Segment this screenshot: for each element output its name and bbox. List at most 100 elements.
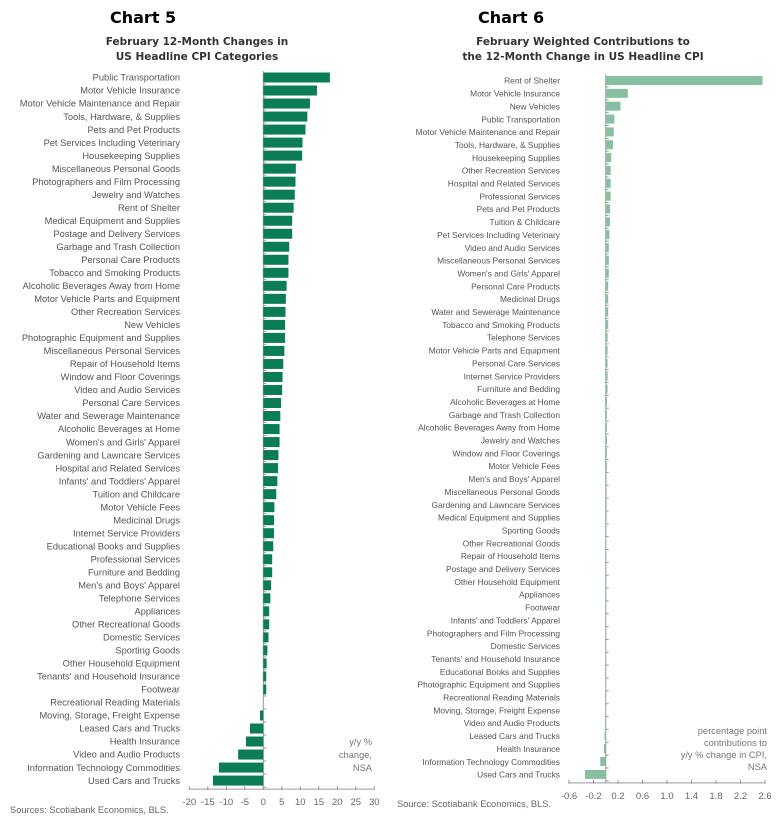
category-label: Alcoholic Beverages Away from Home	[418, 423, 560, 433]
x-tick-label: 2.2	[734, 791, 747, 802]
category-label: Tenants' and Household Insurance	[431, 654, 560, 664]
category-label: Used Cars and Trucks	[88, 776, 180, 786]
category-label: Hospital and Related Services	[55, 463, 180, 473]
category-label: Women's and Girls' Apparel	[66, 437, 180, 447]
bar	[263, 580, 272, 591]
x-tick-label: -10	[219, 797, 233, 808]
bar	[605, 358, 608, 368]
category-label: Furniture and Bedding	[477, 384, 560, 394]
category-label: Infants' and Toddlers' Apparel	[59, 476, 180, 486]
chart-5-title-line-2: US Headline CPI Categories	[116, 51, 278, 63]
x-tick-label: -0.6	[561, 791, 577, 802]
category-label: Professional Services	[91, 554, 181, 564]
bar	[263, 306, 286, 317]
bar	[263, 619, 270, 630]
chart-5-annotation-line-1: y/y %	[349, 737, 372, 747]
bar	[263, 254, 289, 265]
bar	[605, 178, 611, 188]
bar	[263, 398, 282, 408]
category-label: Other Recreation Services	[71, 307, 180, 317]
bar	[263, 371, 283, 382]
category-label: Personal Care Products	[81, 255, 180, 265]
bar	[263, 98, 310, 109]
category-label: Pets and Pet Products	[87, 125, 180, 135]
bar	[263, 437, 280, 448]
x-tick-label: 2.6	[758, 791, 771, 802]
category-label: Miscellaneous Personal Services	[437, 256, 560, 266]
category-label: Repair of Household Items	[461, 551, 560, 561]
bar	[259, 710, 264, 721]
bar	[605, 410, 607, 420]
bar	[212, 775, 264, 786]
x-tick-label: 1.8	[709, 791, 722, 802]
category-label: Alcoholic Beverages Away from Home	[23, 281, 180, 291]
bar	[605, 345, 608, 355]
category-label: Photographic Equipment and Supplies	[22, 333, 181, 343]
category-label: Pet Services Including Veterinary	[44, 138, 181, 148]
category-label: Motor Vehicle Parts and Equipment	[429, 346, 561, 356]
bar	[263, 632, 269, 643]
bar	[263, 150, 303, 161]
category-label: Personal Care Services	[472, 358, 560, 368]
bar	[263, 72, 330, 83]
category-label: Footwear	[141, 685, 180, 695]
bar	[263, 476, 278, 487]
category-label: Other Recreation Services	[462, 166, 560, 176]
bar	[263, 137, 303, 148]
category-label: New Vehicles	[124, 320, 180, 330]
bar	[605, 384, 608, 394]
category-label: Personal Care Products	[471, 281, 560, 291]
category-label: Moving, Storage, Freight Expense	[39, 711, 180, 721]
category-label: Internet Service Providers	[464, 371, 560, 381]
chart-6-annotation-line-3: y/y % change in CPI,	[681, 750, 767, 760]
x-tick-label: 1.4	[685, 791, 698, 802]
category-label: Hospital and Related Services	[448, 179, 560, 189]
category-label: Pet Services Including Veterinary	[437, 230, 561, 240]
bar	[263, 111, 308, 122]
category-label: Video and Audio Products	[73, 750, 180, 760]
bar	[249, 723, 264, 734]
bar	[263, 502, 275, 513]
x-tick-label: 1.0	[660, 791, 673, 802]
bar	[263, 384, 283, 395]
bar	[263, 267, 289, 278]
category-label: Other Household Equipment	[454, 577, 560, 587]
category-label: Used Cars and Trucks	[477, 770, 560, 780]
bar	[263, 293, 286, 304]
chart-5-source: Sources: Scotiabank Economics, BLS.	[10, 805, 169, 815]
x-tick-label: 5	[279, 797, 284, 808]
category-label: Motor Vehicle Fees	[100, 502, 180, 512]
category-label: Gardening and Lawncare Services	[37, 450, 180, 460]
category-label: Information Technology Commodities	[422, 757, 560, 767]
category-label: Personal Care Services	[82, 398, 180, 408]
bar	[605, 564, 607, 574]
bar	[605, 76, 763, 85]
bar	[263, 228, 293, 239]
bar	[263, 358, 284, 369]
x-tick-label: -20	[182, 797, 196, 808]
chart-5-annotation-line-3: NSA	[353, 763, 373, 773]
category-label: Motor Vehicle Fees	[488, 461, 560, 471]
bar	[605, 333, 608, 342]
chart-5-number: Chart 5	[110, 8, 176, 27]
bar	[238, 749, 264, 760]
category-label: Postage and Delivery Services	[53, 229, 180, 239]
bar	[584, 769, 606, 779]
bar	[605, 165, 611, 175]
category-label: Medicinal Drugs	[500, 294, 560, 304]
bar	[605, 371, 608, 381]
category-label: Recreational Reading Materials	[50, 698, 180, 708]
category-label: Tuition & Childcare	[490, 217, 561, 227]
category-label: Leased Cars and Trucks	[469, 731, 560, 741]
category-label: Other Recreational Goods	[463, 538, 560, 548]
bar	[263, 684, 267, 695]
category-label: Tools, Hardware, & Supplies	[63, 112, 180, 122]
category-label: Furniture and Bedding	[88, 567, 180, 577]
category-label: Women's and Girls' Apparel	[457, 268, 560, 278]
x-tick-label: -0.2	[585, 791, 601, 802]
chart-5: Chart 5 February 12-Month Changes in US …	[10, 8, 380, 815]
category-label: Rent of Shelter	[504, 76, 560, 86]
chart-6: Chart 6 February Weighted Contributions …	[397, 8, 772, 809]
bar	[263, 189, 295, 200]
